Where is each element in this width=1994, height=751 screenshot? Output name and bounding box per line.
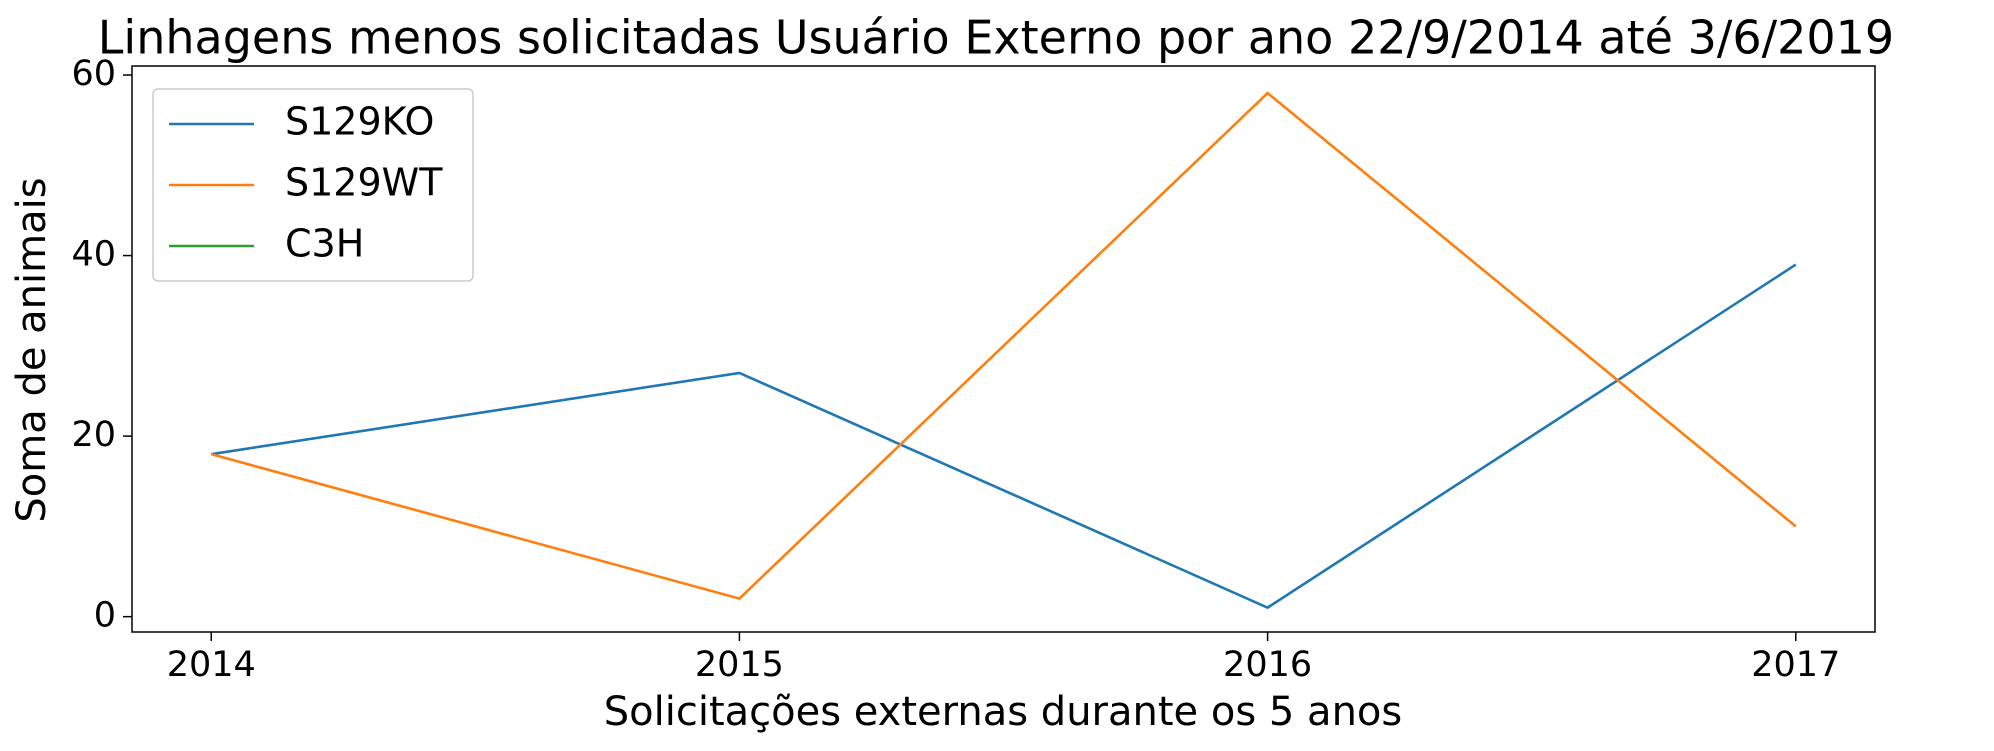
y-tick-label: 40 [71,235,116,275]
series-line [211,263,1797,610]
legend-label: S129KO [285,100,434,144]
x-tick-label: 2017 [1751,645,1840,685]
y-tick-label: 60 [71,54,116,94]
y-tick-label: 0 [94,596,116,636]
x-tick-label: 2014 [167,645,256,685]
chart-title: Linhagens menos solicitadas Usuário Exte… [98,11,1894,65]
legend-label: C3H [285,222,364,266]
x-tick-label: 2016 [1223,645,1312,685]
x-axis-label: Solicitações externas durante os 5 anos [604,689,1402,735]
plot-frame [131,65,1876,633]
y-axis-label: Soma de animais [9,177,55,522]
x-tick-label: 2015 [695,645,784,685]
series-line [210,91,1797,601]
legend-box [152,88,474,282]
y-tick-label: 20 [71,415,116,455]
legend-label: S129WT [285,161,443,205]
